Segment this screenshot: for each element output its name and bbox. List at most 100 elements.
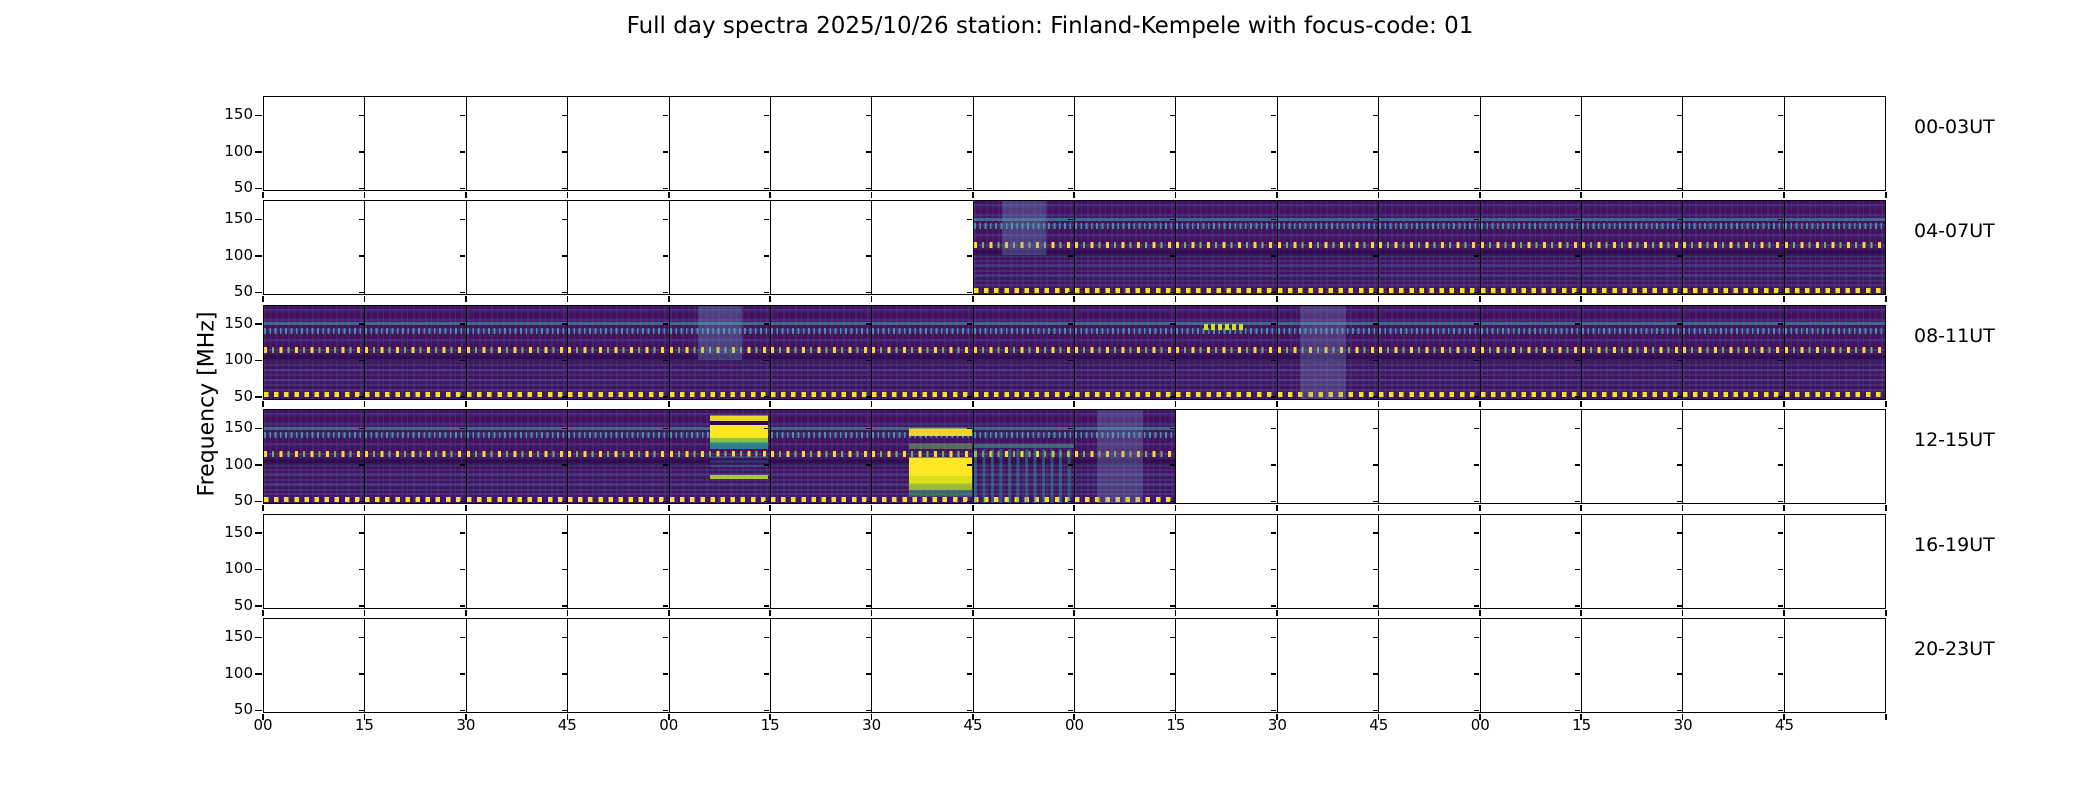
y-tick-mark xyxy=(1473,605,1479,607)
y-tick-mark xyxy=(1169,568,1175,571)
x-tick-mark xyxy=(870,296,873,303)
empty-cell xyxy=(1778,619,1885,720)
y-tick-mark xyxy=(967,500,973,503)
y-tick-mark xyxy=(561,396,567,398)
y-tick-mark xyxy=(358,187,364,190)
x-tick-mark xyxy=(1783,296,1785,303)
y-tick-mark xyxy=(1473,359,1479,362)
empty-cell xyxy=(1271,619,1380,720)
x-tick-mark xyxy=(1478,714,1481,720)
x-tick-mark xyxy=(870,505,873,512)
y-tick-mark xyxy=(1778,396,1784,398)
x-tick-label: 00 xyxy=(1064,716,1085,734)
y-tick-mark xyxy=(1575,114,1581,117)
y-tick-mark xyxy=(1778,464,1784,466)
row-label: 08-11UT xyxy=(1914,324,1995,347)
y-tick-mark xyxy=(1271,427,1277,430)
spectrogram-cell xyxy=(1778,201,1885,303)
y-tick-mark xyxy=(1575,427,1581,430)
y-tick-mark xyxy=(1169,464,1175,466)
y-tick-label: 150 xyxy=(224,313,253,332)
spectrogram-cell xyxy=(662,305,771,407)
empty-cell xyxy=(561,97,670,198)
y-tick-mark xyxy=(1575,323,1581,325)
spectrogram-cell xyxy=(1271,305,1380,407)
spectrogram-cell xyxy=(1575,201,1684,303)
y-tick-mark xyxy=(1372,255,1378,257)
x-tick-mark xyxy=(1276,609,1278,616)
y-tick-mark xyxy=(255,427,263,430)
x-tick-mark xyxy=(1377,192,1380,198)
empty-cell xyxy=(1372,514,1481,616)
y-tick-mark xyxy=(865,427,871,430)
x-tick-mark xyxy=(363,714,366,720)
y-tick-mark xyxy=(662,532,668,534)
x-tick-mark xyxy=(1073,400,1075,407)
empty-cell xyxy=(1676,514,1785,616)
y-tick-mark xyxy=(764,568,770,571)
empty-cell xyxy=(1676,619,1785,720)
x-tick-mark xyxy=(1580,192,1582,198)
y-tick-mark xyxy=(358,709,364,712)
x-tick-label: 15 xyxy=(1572,716,1592,734)
x-tick-mark xyxy=(262,714,264,720)
x-tick-mark xyxy=(262,296,264,303)
y-tick-label: 100 xyxy=(224,663,253,682)
x-tick-mark xyxy=(1478,296,1481,303)
y-tick-mark xyxy=(358,255,364,257)
x-tick-mark xyxy=(667,505,670,512)
y-tick-mark xyxy=(1169,187,1175,190)
x-tick-mark xyxy=(1377,400,1380,407)
y-tick-mark xyxy=(967,323,973,325)
y-tick-mark xyxy=(865,532,871,534)
empty-cell xyxy=(764,97,873,198)
y-tick-mark xyxy=(255,673,263,675)
empty-cell xyxy=(764,201,873,303)
y-tick-mark xyxy=(865,291,871,294)
y-tick-label: 150 xyxy=(224,418,253,437)
y-tick-mark xyxy=(1372,218,1378,221)
y-tick-mark xyxy=(1068,187,1074,190)
y-tick-mark xyxy=(967,359,973,362)
x-tick-mark xyxy=(1580,609,1582,616)
y-tick-mark xyxy=(1473,187,1479,190)
y-tick-mark xyxy=(561,500,567,503)
y-tick-mark xyxy=(1372,500,1378,503)
empty-cell xyxy=(662,97,771,198)
empty-cell xyxy=(967,97,1075,198)
y-tick-mark xyxy=(1068,323,1074,325)
x-tick-mark xyxy=(769,192,771,198)
x-tick-mark xyxy=(566,714,569,720)
spectrogram-cell xyxy=(1676,305,1785,407)
y-tick-mark xyxy=(662,427,668,430)
y-tick-mark xyxy=(1676,187,1682,190)
spectrogram-cell xyxy=(1372,201,1481,303)
y-tick-mark xyxy=(1068,500,1074,503)
y-tick-mark xyxy=(1372,291,1378,294)
empty-cell xyxy=(1169,514,1278,616)
y-tick-mark xyxy=(1169,605,1175,607)
y-tick-mark xyxy=(1068,114,1074,117)
y-tick-mark xyxy=(1372,427,1378,430)
y-tick-mark xyxy=(1778,291,1784,294)
y-tick-mark xyxy=(1372,636,1378,639)
y-tick-mark xyxy=(1676,396,1682,398)
y-tick-mark xyxy=(561,673,567,675)
spectrogram-cell xyxy=(1676,201,1785,303)
y-tick-mark xyxy=(865,396,871,398)
x-tick-mark xyxy=(1073,714,1075,720)
empty-cell xyxy=(1271,410,1380,512)
y-tick-mark xyxy=(865,359,871,362)
y-tick-mark xyxy=(1169,709,1175,712)
empty-cell xyxy=(1575,410,1684,512)
y-tick-mark xyxy=(460,151,466,153)
y-tick-mark xyxy=(1372,709,1378,712)
y-tick-mark xyxy=(358,464,364,466)
y-tick-mark xyxy=(460,568,466,571)
y-tick-mark xyxy=(967,568,973,571)
spectra-row-12-15UT xyxy=(255,409,1887,512)
x-tick-mark xyxy=(1783,192,1785,198)
y-tick-mark xyxy=(865,255,871,257)
y-tick-mark xyxy=(1473,151,1479,153)
y-tick-mark xyxy=(460,636,466,639)
